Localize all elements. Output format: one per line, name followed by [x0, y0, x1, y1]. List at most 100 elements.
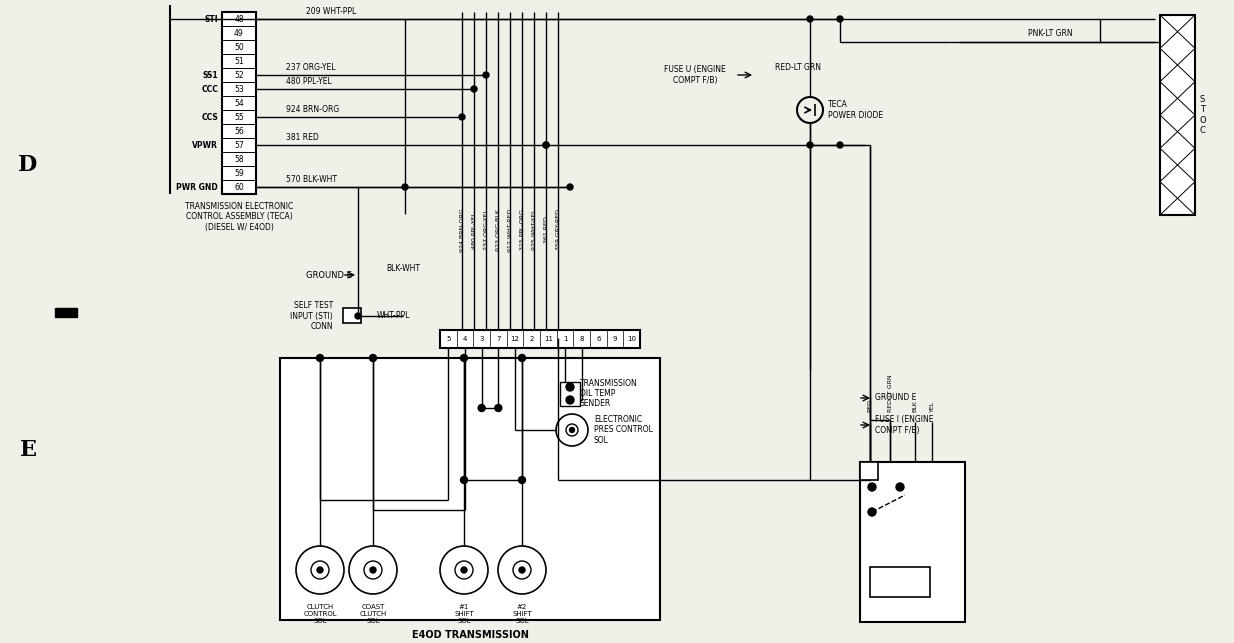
Circle shape	[355, 313, 362, 319]
Text: TECA
POWER DIODE: TECA POWER DIODE	[828, 100, 884, 120]
Text: STI: STI	[205, 15, 218, 24]
Circle shape	[317, 567, 323, 573]
Text: 60: 60	[234, 183, 244, 192]
Text: 10: 10	[627, 336, 637, 342]
Circle shape	[478, 404, 485, 412]
Text: 3: 3	[480, 336, 484, 342]
Text: GROUND E: GROUND E	[875, 394, 917, 403]
Text: 7: 7	[496, 336, 501, 342]
Circle shape	[868, 483, 876, 491]
Circle shape	[495, 404, 502, 412]
Text: ELECTRONIC
PRES CONTROL
SOL: ELECTRONIC PRES CONTROL SOL	[594, 415, 653, 445]
Circle shape	[543, 142, 549, 148]
Circle shape	[520, 567, 524, 573]
Circle shape	[316, 354, 323, 361]
Text: 12: 12	[511, 336, 520, 342]
Text: 54: 54	[234, 98, 244, 107]
Text: 57: 57	[234, 141, 244, 150]
Text: TRANSMISSION ELECTRONIC
CONTROL ASSEMBLY (TECA)
(DIESEL W/ E4OD): TRANSMISSION ELECTRONIC CONTROL ASSEMBLY…	[185, 202, 294, 231]
Text: BLK: BLK	[912, 400, 918, 412]
Bar	[343, 308, 362, 323]
Bar	[860, 462, 879, 480]
Text: COAST
CLUTCH
SOL: COAST CLUTCH SOL	[359, 604, 386, 624]
Text: BLK-WHT: BLK-WHT	[386, 264, 420, 273]
Text: 48: 48	[234, 15, 244, 24]
Circle shape	[570, 428, 575, 433]
Text: GROUND E: GROUND E	[306, 271, 352, 280]
Bar	[222, 12, 255, 194]
Text: #2
SHIFT
SOL: #2 SHIFT SOL	[512, 604, 532, 624]
Text: 56: 56	[234, 127, 244, 136]
Text: YEL: YEL	[929, 401, 934, 412]
Text: PWR GND: PWR GND	[176, 183, 218, 192]
Text: 924 BRN-ORG: 924 BRN-ORG	[459, 208, 464, 252]
Circle shape	[370, 567, 376, 573]
Text: E4OD TRANSMISSION: E4OD TRANSMISSION	[412, 630, 528, 640]
Text: 50: 50	[234, 42, 244, 51]
Text: RED-LT GRN: RED-LT GRN	[775, 63, 821, 72]
Text: 51: 51	[234, 57, 244, 66]
Circle shape	[807, 142, 813, 148]
Circle shape	[462, 567, 466, 573]
Text: 315 PPL-ORG: 315 PPL-ORG	[520, 210, 524, 250]
Text: 4: 4	[463, 336, 468, 342]
Circle shape	[518, 354, 526, 361]
Text: 9: 9	[613, 336, 617, 342]
Text: SELF TEST
INPUT (STI)
CONN: SELF TEST INPUT (STI) CONN	[290, 301, 333, 331]
Text: 6: 6	[596, 336, 601, 342]
Circle shape	[566, 383, 574, 391]
Text: 923 ORG-BLK: 923 ORG-BLK	[496, 209, 501, 251]
Text: 570 BLK-WHT: 570 BLK-WHT	[286, 175, 337, 184]
Text: 359 GRY-RED: 359 GRY-RED	[555, 210, 560, 251]
Circle shape	[896, 483, 905, 491]
Circle shape	[807, 16, 813, 22]
Text: FUSE U (ENGINE
COMPT F/B): FUSE U (ENGINE COMPT F/B)	[664, 66, 726, 85]
Text: 361 RED: 361 RED	[543, 217, 548, 243]
Text: 49: 49	[234, 28, 244, 37]
Circle shape	[518, 476, 526, 484]
Bar	[441, 330, 640, 348]
Circle shape	[868, 508, 876, 516]
Text: 381 RED: 381 RED	[286, 133, 318, 142]
Text: 480 PPL-YEL: 480 PPL-YEL	[286, 77, 332, 86]
Text: E: E	[20, 439, 37, 461]
Text: 55: 55	[234, 113, 244, 122]
Circle shape	[369, 354, 376, 361]
Text: 237 ORG-YEL: 237 ORG-YEL	[484, 210, 489, 250]
Text: PNK-LT GRN: PNK-LT GRN	[1028, 29, 1072, 38]
Text: 480 PPL-YEL: 480 PPL-YEL	[471, 212, 476, 249]
Bar	[870, 567, 930, 597]
Text: 924 BRN-ORG: 924 BRN-ORG	[286, 105, 339, 114]
Circle shape	[471, 86, 478, 92]
Text: 52: 52	[234, 71, 244, 80]
Circle shape	[543, 142, 549, 148]
Circle shape	[837, 142, 843, 148]
Circle shape	[459, 114, 465, 120]
Text: 59: 59	[234, 168, 244, 177]
Text: SS1: SS1	[202, 71, 218, 80]
Bar	[860, 462, 965, 622]
Text: CLUTCH
CONTROL
SOL: CLUTCH CONTROL SOL	[304, 604, 337, 624]
Circle shape	[566, 184, 573, 190]
Text: VPWR: VPWR	[193, 141, 218, 150]
Text: S
T
O
C: S T O C	[1199, 95, 1207, 135]
Circle shape	[837, 16, 843, 22]
Text: D: D	[19, 154, 37, 176]
Text: RED-LT GRN: RED-LT GRN	[887, 374, 892, 412]
Text: CCS: CCS	[201, 113, 218, 122]
Text: 237 ORG-YEL: 237 ORG-YEL	[286, 63, 336, 72]
Text: 5: 5	[447, 336, 450, 342]
Text: CCC: CCC	[201, 84, 218, 93]
Text: RED: RED	[868, 399, 872, 412]
Text: FUSE I (ENGINE
COMPT F/B): FUSE I (ENGINE COMPT F/B)	[875, 415, 933, 435]
Circle shape	[460, 354, 468, 361]
Text: 1: 1	[563, 336, 568, 342]
Circle shape	[460, 476, 468, 484]
Bar	[56, 308, 77, 317]
Text: 8: 8	[580, 336, 584, 342]
Bar	[1160, 15, 1195, 215]
Text: 209 WHT-PPL: 209 WHT-PPL	[306, 7, 357, 16]
Circle shape	[566, 396, 574, 404]
Text: 58: 58	[234, 154, 244, 163]
Text: 2: 2	[529, 336, 534, 342]
